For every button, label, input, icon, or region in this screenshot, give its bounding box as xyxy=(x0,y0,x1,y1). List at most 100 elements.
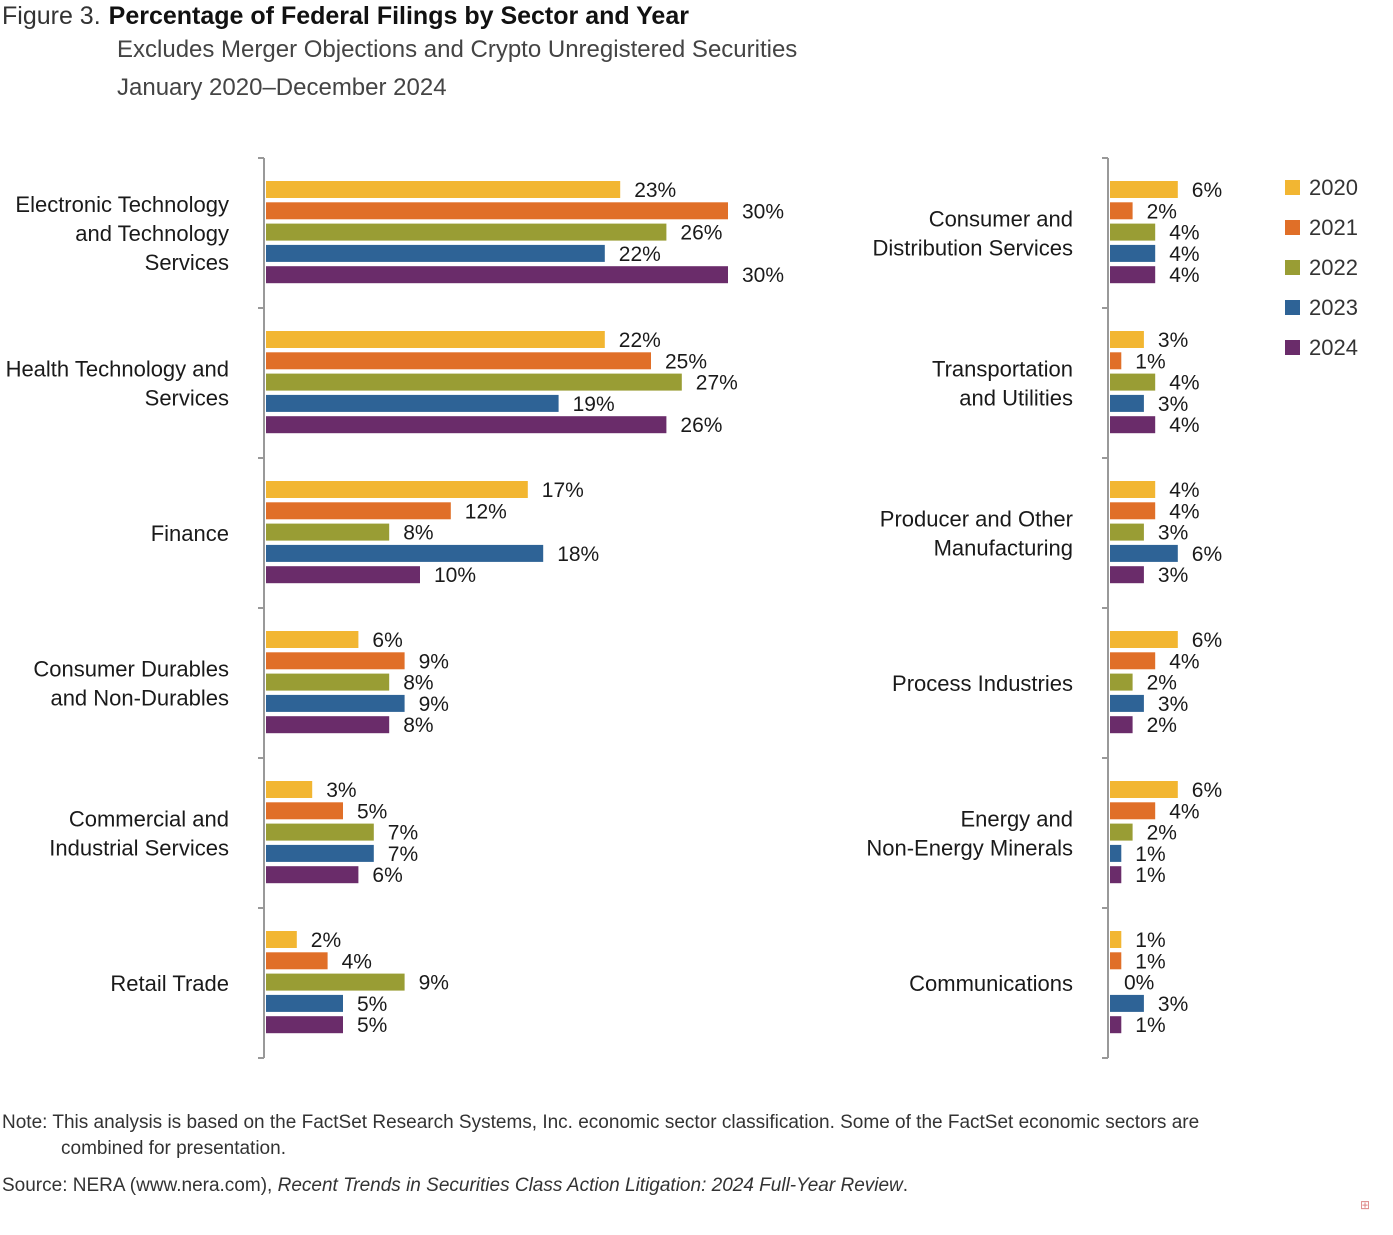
category-label-consumer-and-distribution-services: Distribution Services xyxy=(872,236,1073,261)
bar-communications-2024 xyxy=(1110,1016,1122,1034)
data-label-retail-trade-2023: 5% xyxy=(357,993,387,1016)
data-label-producer-and-other-manufacturing-2021: 4% xyxy=(1169,500,1199,523)
bar-commercial-and-industrial-services-2022 xyxy=(266,823,374,841)
bar-health-technology-and-services-2020 xyxy=(266,331,605,348)
bar-electronic-technology-and-technology-services-2022 xyxy=(266,223,667,241)
data-label-health-technology-and-services-2020: 22% xyxy=(619,329,661,352)
chart-note: Note: This analysis is based on the Fact… xyxy=(2,1110,1302,1162)
category-label-finance: Finance xyxy=(151,521,229,546)
data-label-retail-trade-2024: 5% xyxy=(357,1014,387,1037)
bar-consumer-durables-and-non-durables-2024 xyxy=(266,716,390,734)
data-label-health-technology-and-services-2022: 27% xyxy=(696,372,738,395)
bar-consumer-and-distribution-services-2020 xyxy=(1110,181,1178,198)
bar-health-technology-and-services-2024 xyxy=(266,416,667,434)
data-label-consumer-durables-and-non-durables-2020: 6% xyxy=(372,629,402,652)
category-label-communications: Communications xyxy=(909,971,1073,996)
data-label-consumer-durables-and-non-durables-2021: 9% xyxy=(419,650,449,673)
category-label-electronic-technology-and-technology-services: Services xyxy=(145,250,229,275)
category-label-commercial-and-industrial-services: Commercial and xyxy=(69,807,229,832)
data-label-communications-2024: 1% xyxy=(1135,1014,1165,1037)
bar-process-industries-2024 xyxy=(1110,716,1133,734)
data-label-energy-and-non-energy-minerals-2022: 2% xyxy=(1147,822,1177,845)
legend-label-2024: 2024 xyxy=(1309,335,1358,360)
data-label-communications-2022: 0% xyxy=(1124,972,1154,995)
bar-retail-trade-2021 xyxy=(266,952,328,970)
category-label-electronic-technology-and-technology-services: Electronic Technology xyxy=(15,192,229,217)
bar-finance-2021 xyxy=(266,502,451,520)
bar-producer-and-other-manufacturing-2023 xyxy=(1110,544,1178,562)
chart-date-range: January 2020–December 2024 xyxy=(117,74,447,101)
category-label-energy-and-non-energy-minerals: Energy and xyxy=(960,807,1073,832)
data-label-retail-trade-2020: 2% xyxy=(311,929,341,952)
data-label-consumer-and-distribution-services-2023: 4% xyxy=(1169,243,1199,266)
source-prefix: Source: NERA (www.nera.com), xyxy=(2,1175,278,1196)
legend-swatch-2024 xyxy=(1285,340,1300,355)
legend-label-2021: 2021 xyxy=(1309,215,1358,240)
category-label-electronic-technology-and-technology-services: and Technology xyxy=(75,221,229,246)
corner-mark-icon: ⊞ xyxy=(1360,1198,1371,1212)
data-label-consumer-and-distribution-services-2020: 6% xyxy=(1192,179,1222,202)
data-label-consumer-and-distribution-services-2024: 4% xyxy=(1169,264,1199,287)
bar-transportation-and-utilities-2020 xyxy=(1110,331,1144,348)
note-line-1: Note: This analysis is based on the Fact… xyxy=(2,1112,1200,1133)
data-label-finance-2024: 10% xyxy=(434,564,476,587)
chart-title: Percentage of Federal Filings by Sector … xyxy=(108,2,689,30)
data-label-electronic-technology-and-technology-services-2022: 26% xyxy=(680,222,722,245)
data-label-transportation-and-utilities-2021: 1% xyxy=(1135,350,1165,373)
bar-finance-2024 xyxy=(266,566,420,584)
bar-finance-2020 xyxy=(266,481,528,498)
data-label-transportation-and-utilities-2022: 4% xyxy=(1169,372,1199,395)
bar-consumer-and-distribution-services-2022 xyxy=(1110,223,1156,241)
data-label-retail-trade-2021: 4% xyxy=(342,950,372,973)
data-label-consumer-durables-and-non-durables-2024: 8% xyxy=(403,714,433,737)
bar-producer-and-other-manufacturing-2021 xyxy=(1110,502,1156,520)
data-label-communications-2021: 1% xyxy=(1135,950,1165,973)
data-label-process-industries-2022: 2% xyxy=(1147,672,1177,695)
bar-energy-and-non-energy-minerals-2023 xyxy=(1110,844,1122,862)
category-label-transportation-and-utilities: and Utilities xyxy=(959,386,1073,411)
bar-producer-and-other-manufacturing-2022 xyxy=(1110,523,1144,541)
bar-communications-2020 xyxy=(1110,931,1122,948)
bar-energy-and-non-energy-minerals-2022 xyxy=(1110,823,1133,841)
category-label-consumer-durables-and-non-durables: Consumer Durables xyxy=(33,657,229,682)
data-label-consumer-durables-and-non-durables-2022: 8% xyxy=(403,672,433,695)
bar-finance-2022 xyxy=(266,523,390,541)
bar-producer-and-other-manufacturing-2020 xyxy=(1110,481,1156,498)
data-label-consumer-and-distribution-services-2022: 4% xyxy=(1169,222,1199,245)
bar-producer-and-other-manufacturing-2024 xyxy=(1110,566,1144,584)
bar-consumer-durables-and-non-durables-2020 xyxy=(266,631,359,648)
category-label-health-technology-and-services: Services xyxy=(145,386,229,411)
category-label-transportation-and-utilities: Transportation xyxy=(932,357,1073,382)
data-label-energy-and-non-energy-minerals-2021: 4% xyxy=(1169,800,1199,823)
category-label-retail-trade: Retail Trade xyxy=(110,971,229,996)
data-label-finance-2022: 8% xyxy=(403,522,433,545)
category-label-consumer-and-distribution-services: Consumer and xyxy=(929,207,1073,232)
bar-process-industries-2021 xyxy=(1110,652,1156,670)
bar-health-technology-and-services-2021 xyxy=(266,352,651,370)
category-label-process-industries: Process Industries xyxy=(892,671,1073,696)
data-label-consumer-and-distribution-services-2021: 2% xyxy=(1147,200,1177,223)
data-label-transportation-and-utilities-2024: 4% xyxy=(1169,414,1199,437)
bar-communications-2023 xyxy=(1110,994,1144,1012)
data-label-finance-2023: 18% xyxy=(557,543,599,566)
data-label-finance-2020: 17% xyxy=(542,479,584,502)
data-label-producer-and-other-manufacturing-2022: 3% xyxy=(1158,522,1188,545)
data-label-producer-and-other-manufacturing-2020: 4% xyxy=(1169,479,1199,502)
bar-electronic-technology-and-technology-services-2020 xyxy=(266,181,621,198)
bar-consumer-durables-and-non-durables-2022 xyxy=(266,673,390,691)
data-label-process-industries-2023: 3% xyxy=(1158,693,1188,716)
data-label-commercial-and-industrial-services-2021: 5% xyxy=(357,800,387,823)
legend-swatch-2022 xyxy=(1285,260,1300,275)
bar-health-technology-and-services-2022 xyxy=(266,373,682,391)
category-label-producer-and-other-manufacturing: Producer and Other xyxy=(880,507,1073,532)
bar-commercial-and-industrial-services-2024 xyxy=(266,866,359,884)
bar-energy-and-non-energy-minerals-2021 xyxy=(1110,802,1156,820)
data-label-process-industries-2021: 4% xyxy=(1169,650,1199,673)
data-label-electronic-technology-and-technology-services-2024: 30% xyxy=(742,264,784,287)
legend-swatch-2020 xyxy=(1285,180,1300,195)
legend-label-2023: 2023 xyxy=(1309,295,1358,320)
bar-transportation-and-utilities-2022 xyxy=(1110,373,1156,391)
data-label-electronic-technology-and-technology-services-2021: 30% xyxy=(742,200,784,223)
data-label-producer-and-other-manufacturing-2024: 3% xyxy=(1158,564,1188,587)
bar-electronic-technology-and-technology-services-2021 xyxy=(266,202,728,220)
